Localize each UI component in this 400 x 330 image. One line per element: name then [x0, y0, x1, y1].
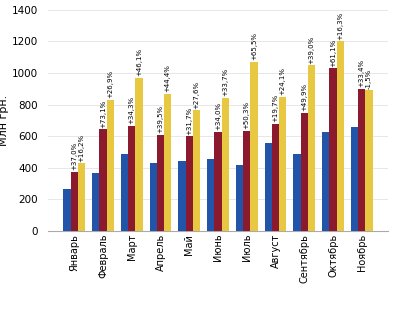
- Bar: [308, 65, 315, 231]
- Bar: [322, 132, 330, 231]
- Bar: [193, 110, 200, 231]
- Text: +39,5%: +39,5%: [158, 105, 164, 133]
- Bar: [64, 189, 71, 231]
- Text: -1,5%: -1,5%: [366, 69, 372, 89]
- Text: +34,3%: +34,3%: [129, 96, 135, 124]
- Bar: [157, 135, 164, 231]
- Bar: [222, 98, 229, 231]
- Text: +26,9%: +26,9%: [107, 70, 113, 98]
- Bar: [294, 154, 301, 231]
- Bar: [214, 131, 222, 231]
- Bar: [358, 89, 365, 231]
- Text: +16,3%: +16,3%: [337, 12, 343, 40]
- Text: +31,7%: +31,7%: [186, 106, 192, 135]
- Text: +61,1%: +61,1%: [330, 39, 336, 67]
- Text: +65,5%: +65,5%: [251, 32, 257, 60]
- Text: +73,1%: +73,1%: [100, 99, 106, 128]
- Bar: [243, 131, 250, 231]
- Bar: [92, 173, 99, 231]
- Bar: [301, 113, 308, 231]
- Bar: [279, 97, 286, 231]
- Text: +37,0%: +37,0%: [71, 142, 77, 170]
- Bar: [78, 163, 85, 231]
- Text: +27,6%: +27,6%: [194, 81, 200, 109]
- Bar: [330, 68, 337, 231]
- Bar: [250, 62, 258, 231]
- Bar: [272, 124, 279, 231]
- Bar: [128, 126, 135, 231]
- Bar: [121, 154, 128, 231]
- Text: +46,1%: +46,1%: [136, 48, 142, 76]
- Bar: [106, 100, 114, 231]
- Bar: [150, 163, 157, 231]
- Text: +44,4%: +44,4%: [165, 64, 171, 92]
- Bar: [186, 136, 193, 231]
- Text: +24,1%: +24,1%: [280, 67, 286, 95]
- Bar: [365, 90, 372, 231]
- Bar: [178, 161, 186, 231]
- Bar: [337, 42, 344, 231]
- Text: +16,2%: +16,2%: [78, 133, 84, 161]
- Text: +39,0%: +39,0%: [308, 35, 314, 64]
- Bar: [207, 159, 214, 231]
- Bar: [164, 94, 171, 231]
- Bar: [351, 127, 358, 231]
- Text: +33,7%: +33,7%: [222, 68, 228, 96]
- Text: +50,3%: +50,3%: [244, 101, 250, 129]
- Text: +33,4%: +33,4%: [359, 59, 365, 87]
- Bar: [236, 165, 243, 231]
- Bar: [71, 172, 78, 231]
- Text: +49,9%: +49,9%: [301, 83, 307, 111]
- Y-axis label: Млн грн.: Млн грн.: [0, 95, 9, 146]
- Bar: [135, 78, 142, 231]
- Text: +34,0%: +34,0%: [215, 102, 221, 130]
- Bar: [265, 143, 272, 231]
- Bar: [99, 129, 106, 231]
- Text: +19,7%: +19,7%: [272, 94, 278, 122]
